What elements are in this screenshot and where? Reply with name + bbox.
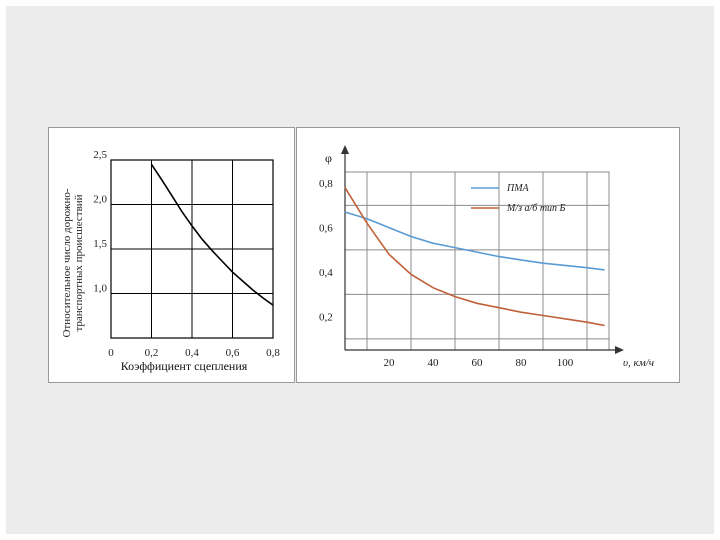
x-tick-label: 0,4 (185, 347, 199, 359)
x-axis-label: Коэффициент сцепления (121, 359, 248, 373)
x-tick-label: 0,8 (266, 347, 280, 359)
right-chart: 0,8 0,6 0,4 0,2 20 40 60 80 100 ПМА М/з а/б тип Б φ… (319, 145, 654, 369)
y-tick-label: 1,5 (93, 238, 107, 250)
x-tick-label: 80 (516, 357, 528, 369)
series-line (344, 187, 605, 327)
y-tick-label: 0,6 (319, 223, 333, 235)
y-tick-label: 2,0 (93, 194, 107, 206)
y-axis-label: транспортных происшествий (73, 194, 85, 331)
x-tick-label: 40 (428, 357, 440, 369)
y-axis-label: φ (325, 151, 332, 165)
x-tick-label: 0,6 (226, 347, 240, 359)
series-line (344, 211, 605, 271)
x-tick-label: 60 (472, 357, 484, 369)
right-chart-panel: 0,8 0,6 0,4 0,2 20 40 60 80 100 ПМА М/з а/б тип Б φ… (296, 127, 680, 383)
left-chart-panel: 0 0,2 0,4 0,6 0,8 1,0 1,5 2,0 2,5 Коэффициент сце… (48, 127, 295, 383)
y-tick-label: 0,4 (319, 267, 333, 279)
x-axis-arrow (615, 346, 624, 354)
y-tick-label: 2,5 (93, 149, 107, 161)
y-tick-label: 0,2 (319, 312, 333, 324)
plot-frame (344, 171, 610, 351)
y-tick-label: 0,8 (319, 178, 333, 190)
y-tick-label: 1,0 (93, 283, 107, 295)
x-axis-label: υ, км/ч (623, 357, 654, 369)
legend-label: ПМА (506, 183, 530, 194)
y-axis-label: Относительное число дорожно- (61, 188, 73, 337)
x-tick-label: 100 (557, 357, 574, 369)
left-chart: 0 0,2 0,4 0,6 0,8 1,0 1,5 2,0 2,5 Коэффициент сце… (61, 149, 280, 373)
x-tick-label: 0,2 (145, 347, 159, 359)
legend-label: М/з а/б тип Б (506, 203, 566, 214)
series-line (150, 163, 274, 306)
x-tick-label: 0 (108, 347, 114, 359)
y-axis-arrow (341, 145, 349, 154)
x-tick-label: 20 (384, 357, 396, 369)
